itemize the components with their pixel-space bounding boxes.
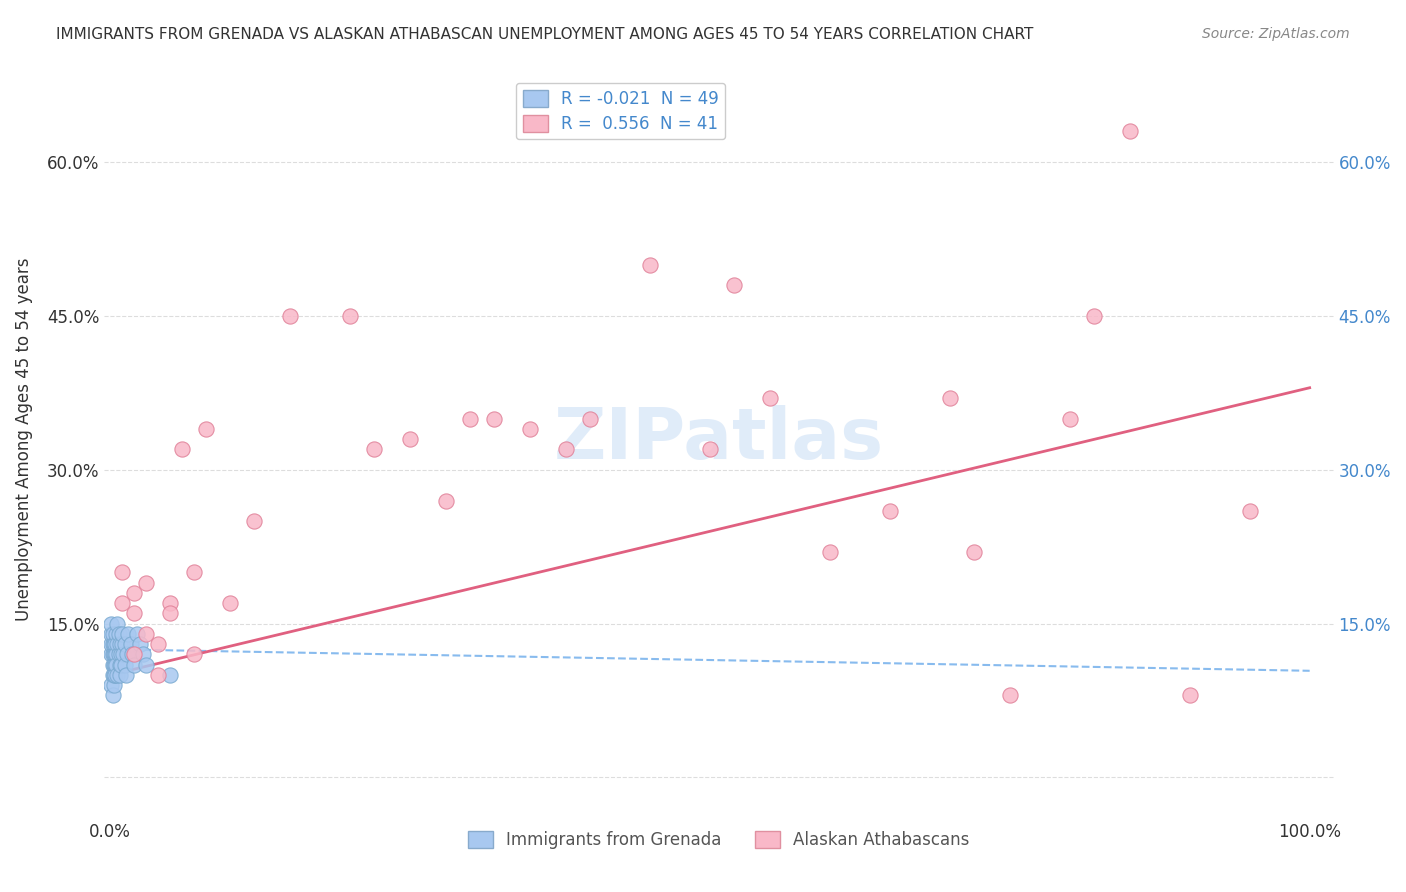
Point xyxy=(699,442,721,457)
Point xyxy=(638,258,661,272)
Point xyxy=(131,648,153,662)
Point xyxy=(111,627,134,641)
Point xyxy=(107,648,129,662)
Point xyxy=(399,432,422,446)
Point xyxy=(111,566,134,580)
Point xyxy=(1119,124,1142,138)
Point xyxy=(759,391,782,405)
Point xyxy=(129,637,152,651)
Point xyxy=(100,648,122,662)
Point xyxy=(100,627,122,641)
Point xyxy=(108,657,131,672)
Point xyxy=(278,309,301,323)
Point xyxy=(519,422,541,436)
Point xyxy=(107,616,129,631)
Point xyxy=(103,668,125,682)
Point xyxy=(458,411,481,425)
Point xyxy=(101,657,124,672)
Point xyxy=(104,657,127,672)
Point xyxy=(122,648,145,662)
Point xyxy=(101,627,124,641)
Point xyxy=(103,648,125,662)
Text: Source: ZipAtlas.com: Source: ZipAtlas.com xyxy=(1202,27,1350,41)
Point xyxy=(339,309,361,323)
Point xyxy=(115,648,138,662)
Point xyxy=(115,668,138,682)
Point xyxy=(120,637,142,651)
Point xyxy=(434,493,457,508)
Point xyxy=(122,586,145,600)
Point xyxy=(107,627,129,641)
Point xyxy=(818,545,841,559)
Point xyxy=(121,648,143,662)
Point xyxy=(579,411,602,425)
Point xyxy=(963,545,986,559)
Point xyxy=(195,422,218,436)
Point xyxy=(1239,504,1261,518)
Point xyxy=(104,648,127,662)
Point xyxy=(243,514,266,528)
Y-axis label: Unemployment Among Ages 45 to 54 years: Unemployment Among Ages 45 to 54 years xyxy=(15,257,32,621)
Point xyxy=(101,668,124,682)
Point xyxy=(100,678,122,692)
Point xyxy=(114,637,136,651)
Point xyxy=(1083,309,1105,323)
Point xyxy=(100,637,122,651)
Point xyxy=(105,627,128,641)
Point xyxy=(159,607,181,621)
Point xyxy=(100,616,122,631)
Point xyxy=(219,596,242,610)
Text: IMMIGRANTS FROM GRENADA VS ALASKAN ATHABASCAN UNEMPLOYMENT AMONG AGES 45 TO 54 Y: IMMIGRANTS FROM GRENADA VS ALASKAN ATHAB… xyxy=(56,27,1033,42)
Point xyxy=(172,442,194,457)
Point xyxy=(135,657,157,672)
Point xyxy=(104,637,127,651)
Point xyxy=(108,668,131,682)
Point xyxy=(159,668,181,682)
Point xyxy=(101,637,124,651)
Point xyxy=(125,627,148,641)
Text: ZIPatlas: ZIPatlas xyxy=(554,405,884,474)
Point xyxy=(723,278,745,293)
Point xyxy=(148,637,170,651)
Point xyxy=(482,411,505,425)
Point xyxy=(103,657,125,672)
Point xyxy=(555,442,578,457)
Point xyxy=(114,657,136,672)
Point xyxy=(103,637,125,651)
Point xyxy=(101,648,124,662)
Point xyxy=(122,607,145,621)
Point xyxy=(183,648,205,662)
Point xyxy=(105,657,128,672)
Point xyxy=(110,648,132,662)
Point xyxy=(107,668,129,682)
Point xyxy=(111,596,134,610)
Point xyxy=(998,689,1021,703)
Point xyxy=(939,391,962,405)
Point xyxy=(103,678,125,692)
Point xyxy=(879,504,901,518)
Point xyxy=(135,627,157,641)
Point xyxy=(122,657,145,672)
Point xyxy=(148,668,170,682)
Point xyxy=(1178,689,1201,703)
Point xyxy=(107,637,129,651)
Point xyxy=(111,637,134,651)
Point xyxy=(117,627,139,641)
Point xyxy=(1059,411,1081,425)
Point xyxy=(112,648,135,662)
Point xyxy=(363,442,385,457)
Point xyxy=(101,689,124,703)
Point xyxy=(108,637,131,651)
Point xyxy=(110,657,132,672)
Point xyxy=(183,566,205,580)
Point xyxy=(159,596,181,610)
Legend: R = -0.021  N = 49, R =  0.556  N = 41: R = -0.021 N = 49, R = 0.556 N = 41 xyxy=(516,83,725,139)
Point xyxy=(135,575,157,590)
Point xyxy=(105,648,128,662)
Point xyxy=(104,668,127,682)
